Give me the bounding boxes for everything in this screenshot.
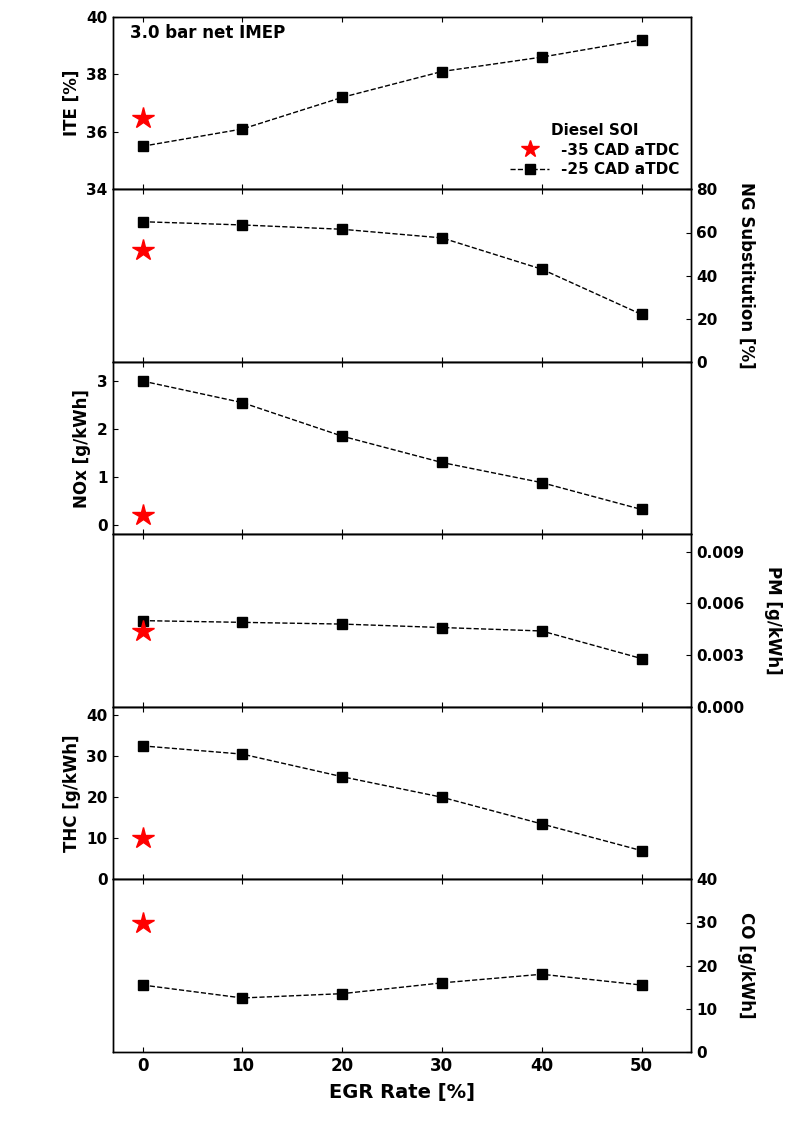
Y-axis label: NOx [g/kWh]: NOx [g/kWh] [73,388,92,507]
Text: 3.0 bar net IMEP: 3.0 bar net IMEP [130,24,285,42]
Y-axis label: NG Substitution [%]: NG Substitution [%] [736,182,754,369]
Legend: -35 CAD aTDC, -25 CAD aTDC: -35 CAD aTDC, -25 CAD aTDC [505,118,683,182]
Y-axis label: CO [g/kWh]: CO [g/kWh] [736,912,754,1019]
Y-axis label: ITE [%]: ITE [%] [63,70,80,136]
X-axis label: EGR Rate [%]: EGR Rate [%] [328,1083,475,1102]
Y-axis label: PM [g/kWh]: PM [g/kWh] [763,566,781,675]
Y-axis label: THC [g/kWh]: THC [g/kWh] [63,735,80,852]
